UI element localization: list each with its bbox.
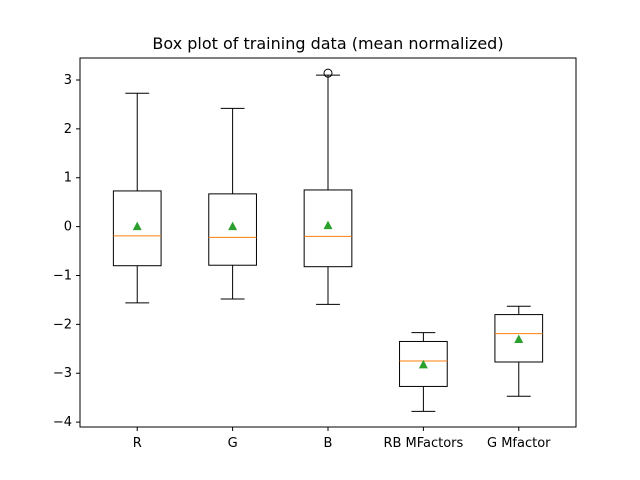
box-g-mfactor bbox=[494, 305, 544, 397]
y-tick-label: 0 bbox=[64, 220, 72, 235]
y-tick-label: −3 bbox=[53, 366, 72, 381]
x-tick-label: B bbox=[324, 436, 333, 451]
y-tick-label: 2 bbox=[64, 122, 72, 137]
box-g bbox=[208, 107, 257, 300]
y-tick-label: −2 bbox=[53, 317, 72, 332]
y-tick-label: −4 bbox=[53, 415, 72, 430]
x-tick-label: G Mfactor bbox=[487, 436, 551, 451]
box-iqr bbox=[208, 193, 257, 266]
box-b bbox=[303, 68, 353, 305]
box-iqr bbox=[399, 340, 448, 387]
outlier-point bbox=[323, 68, 333, 78]
box-rb-mfactors bbox=[399, 332, 448, 412]
mean-marker bbox=[514, 334, 524, 344]
box-r bbox=[112, 92, 162, 304]
mean-marker bbox=[323, 220, 333, 230]
y-tick-label: −1 bbox=[53, 268, 72, 283]
mean-marker bbox=[132, 221, 142, 231]
y-tick-label: 3 bbox=[64, 73, 72, 88]
y-axis: 3 2 1 0 −1 −2 −3 −4 bbox=[53, 73, 80, 430]
y-tick-label: 1 bbox=[64, 171, 72, 186]
x-tick-label: G bbox=[228, 436, 238, 451]
box-iqr bbox=[303, 189, 353, 268]
box-iqr bbox=[494, 314, 544, 363]
x-tick-label: RB MFactors bbox=[383, 436, 463, 451]
mean-marker bbox=[418, 359, 428, 369]
x-axis: R G B RB MFactors G Mfactor bbox=[133, 427, 551, 451]
box-iqr bbox=[112, 190, 162, 267]
x-tick-label: R bbox=[133, 436, 142, 451]
mean-marker bbox=[228, 221, 238, 231]
chart-title: Box plot of training data (mean normaliz… bbox=[152, 34, 503, 53]
box-series bbox=[112, 68, 544, 412]
